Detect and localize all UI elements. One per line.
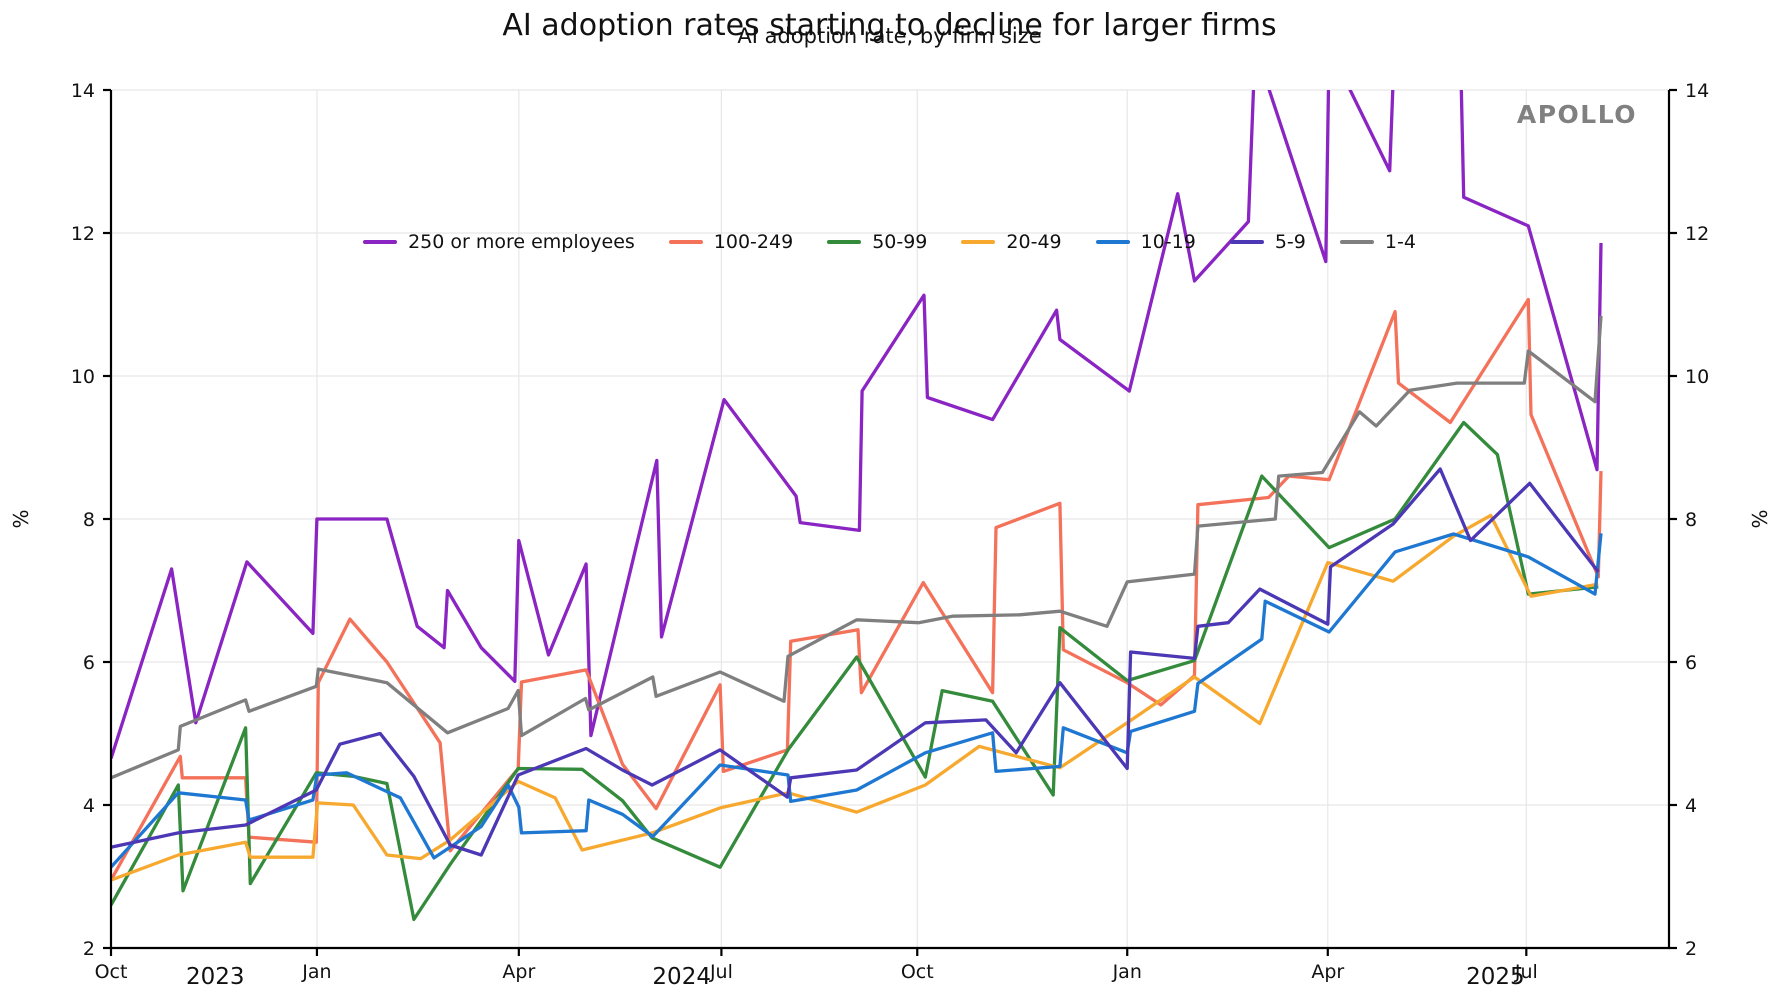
- y-tick-label-left: 4: [83, 795, 95, 817]
- x-tick-label: Apr: [1311, 961, 1344, 983]
- x-tick-label: Apr: [502, 961, 535, 983]
- y-tick-label-left: 10: [71, 366, 95, 388]
- y-tick-label-right: 14: [1685, 80, 1709, 102]
- series-lines: [111, 90, 1603, 922]
- x-year-label: 2024: [652, 964, 711, 990]
- chart-subtitle: AI adoption rate, by firm size: [737, 24, 1042, 48]
- y-tick-label-left: 2: [83, 938, 95, 960]
- line-1-4: [111, 315, 1603, 780]
- x-tick-label: Jul: [1514, 961, 1538, 983]
- x-tick-label: Jul: [709, 961, 733, 983]
- line-10-19: [111, 532, 1603, 869]
- y-axis-label-right: %: [1747, 509, 1771, 528]
- line-20-49: [111, 513, 1599, 882]
- x-year-label: 2023: [186, 964, 245, 990]
- line-250-or-more-employees: [111, 90, 1603, 760]
- axes-spines: [103, 88, 1677, 956]
- line-50-99: [111, 420, 1599, 922]
- x-tick-label: Jan: [301, 961, 331, 983]
- y-axis-label-left: %: [9, 509, 33, 528]
- y-tick-label-right: 10: [1685, 366, 1709, 388]
- axis-tick-labels: Oct Jan Apr Jul Oct Jan Apr Jul 2023 2024 2025 2 2 4 4…: [9, 80, 1771, 990]
- y-tick-label-right: 8: [1685, 509, 1697, 531]
- apollo-watermark: APOLLO: [1516, 100, 1637, 129]
- x-tick-label: Jan: [1112, 961, 1142, 983]
- y-tick-label-left: 8: [83, 509, 95, 531]
- y-tick-label-right: 4: [1685, 795, 1697, 817]
- y-tick-label-left: 14: [71, 80, 95, 102]
- y-tick-label-right: 12: [1685, 223, 1709, 245]
- line-100-249: [111, 297, 1603, 881]
- y-tick-label-right: 2: [1685, 938, 1697, 960]
- x-tick-label: Oct: [95, 961, 128, 983]
- y-tick-label-left: 12: [71, 223, 95, 245]
- chart-title: AI adoption rates starting to decline fo…: [502, 8, 1277, 43]
- y-tick-label-right: 6: [1685, 652, 1697, 674]
- line-5-9: [111, 467, 1600, 857]
- x-tick-label: Oct: [901, 961, 934, 983]
- x-year-label: 2025: [1466, 964, 1525, 990]
- y-tick-label-left: 6: [83, 652, 95, 674]
